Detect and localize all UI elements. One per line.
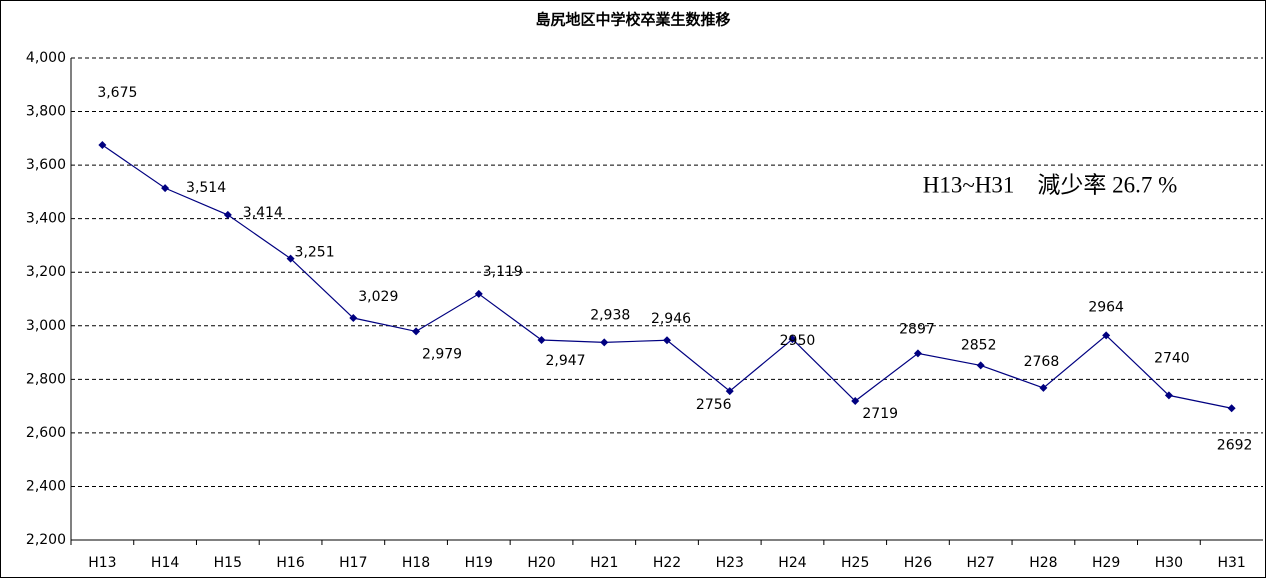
- y-tick-label: 3,200: [26, 264, 66, 280]
- marker: [663, 336, 671, 345]
- x-tick-label: H14: [151, 555, 179, 571]
- marker: [725, 387, 734, 396]
- x-tick-label: H30: [1155, 555, 1183, 571]
- y-tick-label: 3,400: [26, 211, 66, 227]
- marker: [788, 335, 797, 344]
- data-label: 2,938: [590, 307, 630, 323]
- marker: [851, 397, 860, 406]
- y-tick-label: 4,000: [26, 50, 66, 66]
- marker: [161, 184, 170, 193]
- data-label: 2,946: [651, 311, 691, 327]
- data-label: 3,119: [483, 264, 523, 280]
- marker: [976, 361, 985, 370]
- data-label: 3,414: [243, 205, 283, 221]
- y-tick-label: 3,600: [26, 157, 66, 173]
- x-tick-label: H18: [402, 555, 430, 571]
- x-tick-label: H26: [904, 555, 932, 571]
- marker: [537, 335, 546, 344]
- data-label: 2692: [1217, 437, 1253, 453]
- marker: [349, 314, 358, 323]
- marker: [1164, 391, 1173, 400]
- marker: [98, 141, 107, 150]
- marker: [600, 338, 609, 347]
- x-tick-label: H29: [1092, 555, 1120, 571]
- x-tick-label: H28: [1029, 555, 1057, 571]
- y-tick-label: 2,600: [26, 425, 66, 441]
- data-label: 3,514: [186, 180, 226, 196]
- marker: [223, 210, 232, 219]
- data-label: 2852: [961, 337, 997, 353]
- marker: [1039, 383, 1048, 392]
- data-label: 2768: [1024, 354, 1060, 370]
- marker: [913, 349, 922, 358]
- data-label: 2964: [1088, 299, 1124, 315]
- x-tick-label: H17: [339, 555, 367, 571]
- data-label: 2897: [899, 321, 935, 337]
- data-label: 3,675: [97, 85, 137, 101]
- y-tick-label: 2,800: [26, 371, 66, 387]
- data-label: 2,979: [422, 346, 462, 362]
- x-tick-label: H19: [465, 555, 493, 571]
- marker: [286, 254, 295, 263]
- x-tick-label: H21: [590, 555, 618, 571]
- chart-title: 島尻地区中学校卒業生数推移: [535, 11, 730, 29]
- marker: [474, 289, 483, 298]
- x-tick-label: H20: [527, 555, 555, 571]
- x-tick-label: H25: [841, 555, 869, 571]
- data-label: 2719: [862, 406, 898, 422]
- data-label: 2756: [696, 397, 732, 413]
- data-label: 2950: [780, 333, 816, 349]
- x-tick-label: H23: [716, 555, 744, 571]
- data-label: 2,947: [545, 353, 585, 369]
- y-tick-label: 3,000: [26, 318, 66, 334]
- x-tick-label: H15: [214, 555, 242, 571]
- data-label: 2740: [1154, 350, 1190, 366]
- x-tick-label: H27: [967, 555, 995, 571]
- y-tick-label: 2,200: [26, 532, 66, 548]
- x-tick-label: H13: [88, 555, 116, 571]
- x-tick-label: H22: [653, 555, 681, 571]
- x-tick-label: H16: [276, 555, 304, 571]
- x-tick-label: H24: [778, 555, 806, 571]
- marker: [412, 327, 421, 336]
- marker: [1227, 404, 1236, 413]
- y-tick-label: 3,800: [26, 104, 66, 120]
- marker: [1102, 331, 1111, 340]
- annotation: H13~H31 減少率 26.7 %: [923, 172, 1178, 197]
- data-label: 3,029: [358, 289, 398, 305]
- x-tick-label: H31: [1217, 555, 1245, 571]
- y-tick-label: 2,400: [26, 478, 66, 494]
- data-label: 3,251: [295, 245, 335, 261]
